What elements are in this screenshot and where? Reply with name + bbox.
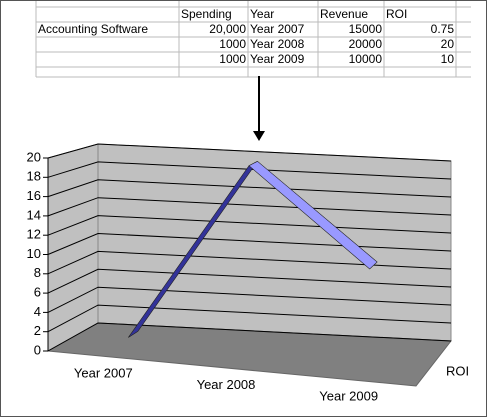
table-cell: Year 2008 bbox=[250, 37, 305, 51]
x-tick-label: Year 2007 bbox=[74, 365, 133, 380]
series-label: ROI bbox=[446, 363, 469, 378]
y-tick-label: 18 bbox=[27, 169, 41, 184]
grid-line bbox=[47, 304, 452, 333]
grid-line bbox=[47, 179, 452, 198]
grid-line bbox=[47, 197, 452, 217]
plot-area: 0 2 4 6 8 10 12 14 16 18 20 Year 2007 Year 2008 Year … bbox=[27, 143, 469, 404]
y-tick-label: 16 bbox=[27, 188, 41, 203]
table-cell: Spending bbox=[181, 7, 232, 21]
grid-line bbox=[47, 250, 452, 275]
arrow-head bbox=[253, 131, 265, 141]
table-cell: 1000 bbox=[219, 37, 246, 51]
y-tick-label: 0 bbox=[34, 342, 41, 357]
y-tick-label: 14 bbox=[27, 207, 41, 222]
table-cell: 15000 bbox=[349, 22, 383, 36]
y-tick-label: 6 bbox=[34, 285, 41, 300]
table-cell: Revenue bbox=[320, 7, 368, 21]
table-cell: Year bbox=[250, 7, 274, 21]
grid-line bbox=[47, 322, 452, 352]
table-cell: 20000 bbox=[349, 37, 383, 51]
table-cell: 0.75 bbox=[431, 22, 455, 36]
spreadsheet: Spending Year Revenue ROI Accounting Softwar… bbox=[35, 1, 471, 78]
line-segment bbox=[248, 160, 378, 270]
x-tick-label: Year 2009 bbox=[319, 389, 378, 404]
table-cell: 20 bbox=[441, 37, 455, 51]
y-tick-label: 20 bbox=[27, 149, 41, 164]
grid-line bbox=[47, 143, 452, 162]
grid-line bbox=[47, 161, 452, 180]
table-cell: Accounting Software bbox=[38, 22, 148, 36]
grid-line bbox=[47, 232, 452, 255]
y-tick-label: 8 bbox=[34, 265, 41, 280]
grid-line bbox=[47, 268, 452, 294]
x-tick-label: Year 2008 bbox=[197, 377, 256, 392]
table-cell: 20,000 bbox=[209, 22, 246, 36]
y-tick-label: 4 bbox=[34, 304, 41, 319]
table-cell: 1000 bbox=[219, 52, 246, 66]
table-cell: 10 bbox=[441, 52, 455, 66]
table-cell: Year 2007 bbox=[250, 22, 305, 36]
grid-line bbox=[47, 286, 452, 313]
y-tick-label: 2 bbox=[34, 323, 41, 338]
table-cell: ROI bbox=[386, 7, 407, 21]
table-cell: Year 2009 bbox=[250, 52, 305, 66]
table-cell: 10000 bbox=[349, 52, 383, 66]
y-tick-label: 10 bbox=[27, 246, 41, 261]
y-tick-label: 12 bbox=[27, 227, 41, 242]
